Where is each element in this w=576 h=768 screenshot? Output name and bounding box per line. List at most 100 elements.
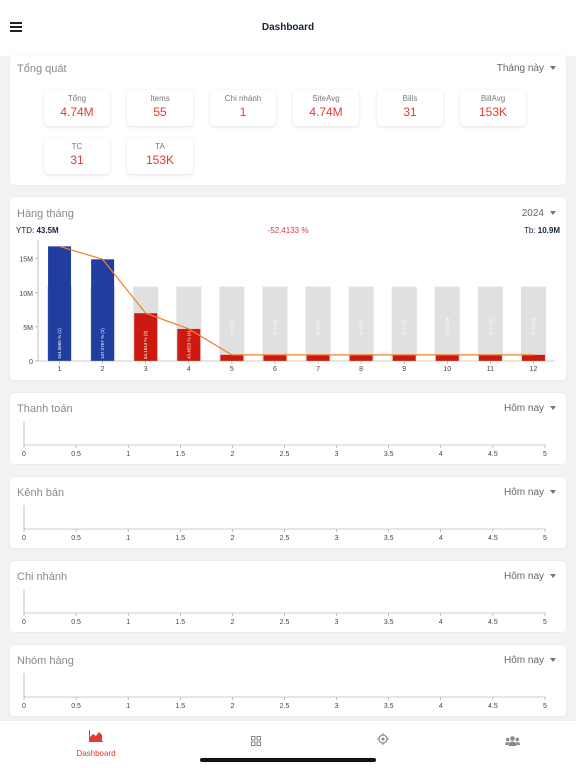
bar-label: 0 % (6) bbox=[272, 320, 277, 335]
value-bar bbox=[435, 354, 459, 361]
payment-period-value: Hôm nay bbox=[503, 403, 544, 414]
y-tick-label: 10M bbox=[19, 291, 33, 298]
average-bar bbox=[305, 286, 331, 361]
kpi-card: Tổng 4.74M bbox=[44, 90, 110, 126]
value-bar bbox=[220, 354, 244, 361]
x-tick-label: 1 bbox=[126, 703, 130, 710]
kpi-label: Tổng bbox=[67, 94, 87, 103]
x-tick-label: 5 bbox=[543, 451, 547, 458]
tab-dashboard[interactable]: Dashboard bbox=[66, 729, 126, 758]
x-tick-label: 5 bbox=[543, 619, 547, 626]
x-tick-label: 7 bbox=[316, 366, 320, 373]
monthly-card: Hàng tháng 2024 YTD: 43.5M -52.4133 % Tb… bbox=[10, 197, 566, 380]
x-tick-label: 3 bbox=[335, 451, 339, 458]
average-label: Tb: bbox=[523, 226, 536, 235]
tab-location[interactable] bbox=[353, 732, 413, 750]
ytd-label: YTD: bbox=[16, 226, 35, 235]
tab-users[interactable] bbox=[482, 733, 542, 751]
x-tick-label: 2.5 bbox=[280, 451, 290, 458]
chevron-down-icon bbox=[550, 406, 556, 411]
kpi-card: TA 153K bbox=[127, 138, 193, 174]
trend-line bbox=[59, 245, 534, 356]
x-tick-label: 5 bbox=[543, 535, 547, 542]
value-bar bbox=[306, 354, 330, 361]
kpi-label: Items bbox=[150, 94, 170, 103]
average-summary: Tb: 10.9M bbox=[524, 226, 560, 235]
channel-period-select[interactable]: Hôm nay bbox=[504, 487, 556, 498]
bar-label: 0 % (7) bbox=[316, 320, 321, 335]
x-tick-label: 4 bbox=[439, 619, 443, 626]
bar-label: 0 % (9) bbox=[402, 320, 407, 335]
ytd-summary: YTD: 43.5M bbox=[16, 226, 59, 235]
x-tick-label: 5 bbox=[230, 366, 234, 373]
change-percent: -52.4133 % bbox=[267, 226, 309, 235]
product-group-card: Nhóm hàng Hôm nay 0 0.5 1 1.5 2 2.5 3 3.5 4 4.5 5 bbox=[10, 645, 566, 716]
kpi-card: Bills 31 bbox=[377, 90, 443, 126]
bar-label: 154.3665 % (1) bbox=[57, 328, 62, 359]
bar-label: 0 % (5) bbox=[229, 320, 234, 335]
x-tick-label: 0.5 bbox=[71, 619, 81, 626]
hamburger-menu-icon[interactable] bbox=[10, 22, 22, 34]
kpi-card: Items 55 bbox=[127, 90, 193, 126]
x-tick-label: 2.5 bbox=[280, 703, 290, 710]
x-tick-label: 3 bbox=[335, 703, 339, 710]
average-value: 10.9M bbox=[537, 226, 560, 235]
location-icon bbox=[377, 733, 389, 745]
x-tick-label: 3.5 bbox=[384, 451, 394, 458]
y-tick-label: 5M bbox=[23, 325, 33, 332]
chevron-down-icon bbox=[550, 211, 556, 216]
overview-period-select[interactable]: Tháng này bbox=[497, 63, 556, 74]
product-group-period-select[interactable]: Hôm nay bbox=[504, 655, 556, 666]
kpi-label: TA bbox=[155, 142, 165, 151]
value-bar bbox=[349, 354, 373, 361]
kpi-value: 1 bbox=[239, 105, 247, 119]
x-tick-label: 1.5 bbox=[175, 535, 185, 542]
x-tick-label: 1.5 bbox=[175, 703, 185, 710]
overview-period-value: Tháng này bbox=[496, 63, 544, 74]
tab-dashboard-label: Dashboard bbox=[76, 749, 116, 758]
chevron-down-icon bbox=[550, 574, 556, 579]
x-tick-label: 0.5 bbox=[71, 451, 81, 458]
y-tick-label: 15M bbox=[19, 257, 33, 264]
x-tick-label: 4 bbox=[439, 451, 443, 458]
kpi-label: TC bbox=[71, 142, 83, 151]
kpi-label: BillAvg bbox=[480, 94, 506, 103]
x-tick-label: 4 bbox=[439, 535, 443, 542]
overview-card: Tổng quát Tháng này Tổng 4.74M Items 55 Ch… bbox=[10, 55, 566, 185]
x-tick-label: 8 bbox=[359, 366, 363, 373]
branch-chart: 0 0.5 1 1.5 2 2.5 3 3.5 4 4.5 5 bbox=[22, 589, 547, 626]
users-icon bbox=[504, 736, 520, 746]
x-tick-label: 4.5 bbox=[488, 451, 498, 458]
x-tick-label: 0 bbox=[22, 451, 26, 458]
x-tick-label: 0 bbox=[22, 703, 26, 710]
home-indicator bbox=[200, 758, 376, 762]
kpi-value: 4.74M bbox=[309, 105, 343, 119]
x-tick-label: 3.5 bbox=[384, 619, 394, 626]
kpi-label: SiteAvg bbox=[312, 94, 340, 103]
payment-period-select[interactable]: Hôm nay bbox=[504, 403, 556, 414]
chevron-down-icon bbox=[550, 66, 556, 71]
kpi-value: 4.74M bbox=[60, 105, 94, 119]
year-select[interactable]: 2024 bbox=[522, 208, 556, 219]
branch-card: Chi nhánh Hôm nay 0 0.5 1 1.5 2 2.5 3 3.5 4 4.5 5 bbox=[10, 561, 566, 632]
x-tick-label: 4.5 bbox=[488, 535, 498, 542]
value-bar bbox=[392, 354, 416, 361]
product-group-title: Nhóm hàng bbox=[17, 655, 74, 667]
kpi-value: 153K bbox=[145, 153, 175, 167]
x-tick-label: 1 bbox=[126, 619, 130, 626]
kpi-card: BillAvg 153K bbox=[460, 90, 526, 126]
tab-menu[interactable] bbox=[226, 733, 286, 751]
x-tick-label: 4.5 bbox=[488, 619, 498, 626]
average-bar bbox=[262, 286, 288, 361]
chevron-down-icon bbox=[550, 658, 556, 663]
kpi-card: Chi nhánh 1 bbox=[210, 90, 276, 126]
bar-label: 43.4553 % (4) bbox=[186, 330, 191, 359]
value-bar bbox=[521, 354, 545, 361]
average-bar bbox=[477, 286, 503, 361]
kpi-card: TC 31 bbox=[44, 138, 110, 174]
x-tick-label: 0 bbox=[22, 535, 26, 542]
value-bar bbox=[478, 354, 502, 361]
overview-title: Tổng quát bbox=[17, 63, 67, 75]
chevron-down-icon bbox=[550, 490, 556, 495]
branch-period-select[interactable]: Hôm nay bbox=[504, 571, 556, 582]
